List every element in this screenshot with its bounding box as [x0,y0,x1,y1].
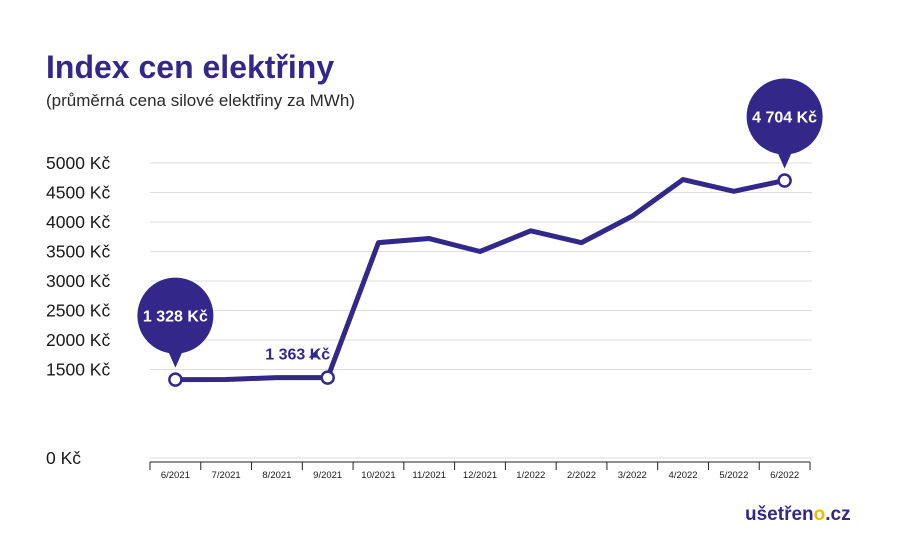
y-tick-label: 1500 Kč [46,360,110,380]
callout-bubble [137,277,214,354]
y-tick-label: 0 Kč [46,448,81,468]
x-tick-label: 3/2022 [618,470,647,481]
x-tick-label: 8/2021 [262,470,291,481]
series-path [172,177,788,383]
y-tick-label: 4500 Kč [46,183,110,203]
data-point-marker [168,372,183,387]
logo-text-tld: .cz [825,504,850,525]
y-tick-label: 2500 Kč [46,301,110,321]
callout-bubble [746,78,823,155]
x-tick-label: 6/2021 [161,470,190,481]
x-tick-label: 12/2021 [463,470,497,481]
y-tick-label: 3500 Kč [46,242,110,262]
logo-text-accent: o [814,504,826,525]
y-tick-label: 4000 Kč [46,212,110,232]
y-tick-label: 3000 Kč [46,271,110,291]
x-tick-label: 5/2022 [719,470,748,481]
y-tick-label: 2000 Kč [46,330,110,350]
x-tick-label: 9/2021 [313,470,342,481]
annotations: 1 328 Kč 1 363 Kč 4 704 Kč [137,78,823,387]
svg-text:ušetřeno.cz: ušetřeno.cz [745,504,851,525]
x-tick-label: 2/2022 [567,470,596,481]
data-point-marker [320,370,335,385]
callout-value: 4 704 Kč [752,109,817,126]
chart-title: Index cen elektřiny [46,49,334,85]
data-point-marker [777,173,792,188]
x-tick-label: 4/2022 [669,470,698,481]
x-tick-label: 11/2021 [412,470,446,481]
x-tick-label: 10/2021 [361,470,395,481]
x-tick-label: 6/2022 [770,470,799,481]
callout-value: 1 328 Kč [143,309,208,326]
x-axis: 6/2021 7/2021 8/2021 9/2021 10/2021 11/2021 12… [149,461,811,481]
callout-value: 1 363 Kč [265,347,330,364]
usetreno-logo: ušetřeno.cz [745,504,851,525]
callout-pointer [308,348,318,358]
bubble-pointer [167,349,184,368]
logo-text-main: ušetřen [745,504,814,525]
series-line [172,177,788,383]
chart-subtitle: (průměrná cena silové elektřiny za MWh) [46,91,355,110]
x-tick-label: 1/2022 [516,470,545,481]
y-tick-label: 5000 Kč [46,153,110,173]
bubble-pointer [776,150,793,169]
x-tick-label: 7/2021 [212,470,241,481]
